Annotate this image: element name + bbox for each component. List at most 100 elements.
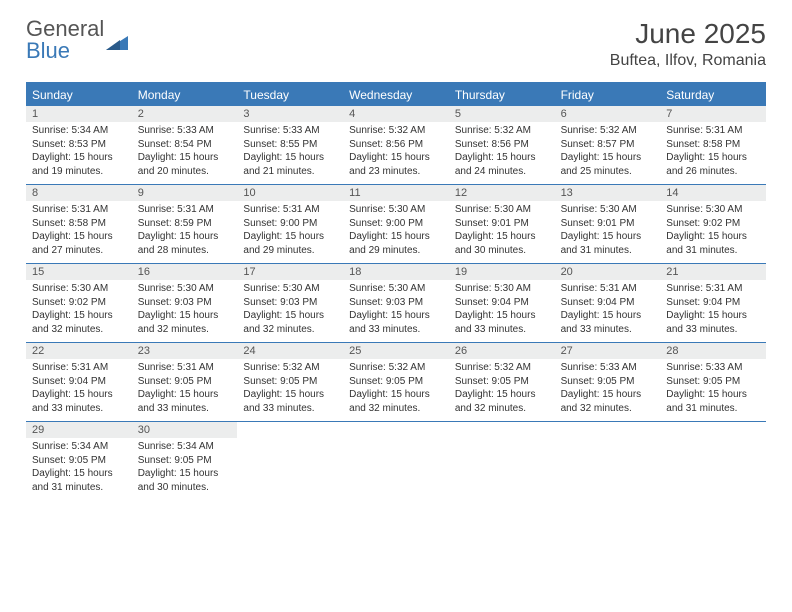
day-cell: 30Sunrise: 5:34 AMSunset: 9:05 PMDayligh… — [132, 422, 238, 500]
day-line-d1: Daylight: 15 hours — [561, 309, 655, 323]
day-line-d2: and 32 minutes. — [138, 323, 232, 337]
day-line-d1: Daylight: 15 hours — [243, 309, 337, 323]
day-cell: 16Sunrise: 5:30 AMSunset: 9:03 PMDayligh… — [132, 264, 238, 342]
title-block: June 2025 Buftea, Ilfov, Romania — [610, 18, 766, 70]
day-line-d1: Daylight: 15 hours — [349, 151, 443, 165]
day-line-sunrise: Sunrise: 5:31 AM — [32, 203, 126, 217]
week-row: 29Sunrise: 5:34 AMSunset: 9:05 PMDayligh… — [26, 422, 766, 500]
day-line-d1: Daylight: 15 hours — [138, 230, 232, 244]
day-number: 24 — [237, 343, 343, 359]
weekday-head: Saturday — [660, 84, 766, 106]
day-line-sunset: Sunset: 9:05 PM — [666, 375, 760, 389]
week-row: 8Sunrise: 5:31 AMSunset: 8:58 PMDaylight… — [26, 185, 766, 264]
logo-triangle-icon — [106, 32, 128, 48]
day-line-sunrise: Sunrise: 5:31 AM — [138, 361, 232, 375]
day-line-d2: and 32 minutes. — [455, 402, 549, 416]
day-line-sunrise: Sunrise: 5:32 AM — [243, 361, 337, 375]
day-details: Sunrise: 5:30 AMSunset: 9:01 PMDaylight:… — [555, 201, 661, 261]
day-line-sunset: Sunset: 8:58 PM — [32, 217, 126, 231]
day-line-d1: Daylight: 15 hours — [561, 388, 655, 402]
weekday-head: Friday — [555, 84, 661, 106]
day-number: 6 — [555, 106, 661, 122]
day-line-sunrise: Sunrise: 5:30 AM — [561, 203, 655, 217]
day-cell: 29Sunrise: 5:34 AMSunset: 9:05 PMDayligh… — [26, 422, 132, 500]
day-line-sunset: Sunset: 8:59 PM — [138, 217, 232, 231]
day-number: 8 — [26, 185, 132, 201]
day-cell: 22Sunrise: 5:31 AMSunset: 9:04 PMDayligh… — [26, 343, 132, 421]
day-details: Sunrise: 5:32 AMSunset: 8:57 PMDaylight:… — [555, 122, 661, 182]
day-line-d1: Daylight: 15 hours — [561, 230, 655, 244]
day-line-sunset: Sunset: 9:05 PM — [349, 375, 443, 389]
day-line-sunset: Sunset: 9:02 PM — [666, 217, 760, 231]
day-line-d2: and 26 minutes. — [666, 165, 760, 179]
weekday-head: Thursday — [449, 84, 555, 106]
day-line-d2: and 30 minutes. — [455, 244, 549, 258]
day-cell: 2Sunrise: 5:33 AMSunset: 8:54 PMDaylight… — [132, 106, 238, 184]
day-line-sunset: Sunset: 9:05 PM — [138, 375, 232, 389]
day-cell: 7Sunrise: 5:31 AMSunset: 8:58 PMDaylight… — [660, 106, 766, 184]
day-cell: 13Sunrise: 5:30 AMSunset: 9:01 PMDayligh… — [555, 185, 661, 263]
day-line-sunrise: Sunrise: 5:30 AM — [138, 282, 232, 296]
day-line-d1: Daylight: 15 hours — [349, 309, 443, 323]
day-line-d2: and 29 minutes. — [349, 244, 443, 258]
day-cell: 19Sunrise: 5:30 AMSunset: 9:04 PMDayligh… — [449, 264, 555, 342]
day-number: 2 — [132, 106, 238, 122]
day-number: 5 — [449, 106, 555, 122]
day-cell: 20Sunrise: 5:31 AMSunset: 9:04 PMDayligh… — [555, 264, 661, 342]
day-number: 30 — [132, 422, 238, 438]
day-number: 13 — [555, 185, 661, 201]
day-line-d2: and 23 minutes. — [349, 165, 443, 179]
day-number: 7 — [660, 106, 766, 122]
day-line-d1: Daylight: 15 hours — [138, 467, 232, 481]
day-details: Sunrise: 5:30 AMSunset: 9:04 PMDaylight:… — [449, 280, 555, 340]
day-details: Sunrise: 5:32 AMSunset: 9:05 PMDaylight:… — [449, 359, 555, 419]
day-cell: 8 Sunrise: 5:31 AMSunset: 8:58 PMDaylight… — [26, 185, 132, 263]
day-line-sunset: Sunset: 9:04 PM — [666, 296, 760, 310]
day-line-sunset: Sunset: 9:03 PM — [138, 296, 232, 310]
day-details: Sunrise: 5:30 AMSunset: 9:02 PMDaylight:… — [26, 280, 132, 340]
day-details: Sunrise: 5:31 AMSunset: 8:59 PMDaylight:… — [132, 201, 238, 261]
day-line-sunrise: Sunrise: 5:31 AM — [666, 282, 760, 296]
logo-word2: Blue — [26, 38, 70, 63]
day-number: 22 — [26, 343, 132, 359]
day-line-sunrise: Sunrise: 5:31 AM — [32, 361, 126, 375]
day-line-d2: and 31 minutes. — [666, 244, 760, 258]
day-number: 4 — [343, 106, 449, 122]
day-number: 27 — [555, 343, 661, 359]
weekday-head: Sunday — [26, 84, 132, 106]
day-details: Sunrise: 5:33 AMSunset: 9:05 PMDaylight:… — [660, 359, 766, 419]
day-line-d2: and 25 minutes. — [561, 165, 655, 179]
day-line-sunrise: Sunrise: 5:30 AM — [455, 282, 549, 296]
day-cell: 4Sunrise: 5:32 AMSunset: 8:56 PMDaylight… — [343, 106, 449, 184]
day-line-sunrise: Sunrise: 5:34 AM — [138, 440, 232, 454]
day-line-sunrise: Sunrise: 5:34 AM — [32, 124, 126, 138]
day-line-sunrise: Sunrise: 5:32 AM — [455, 361, 549, 375]
day-details: Sunrise: 5:34 AMSunset: 9:05 PMDaylight:… — [132, 438, 238, 498]
day-cell: 5Sunrise: 5:32 AMSunset: 8:56 PMDaylight… — [449, 106, 555, 184]
day-line-d1: Daylight: 15 hours — [349, 230, 443, 244]
week-row: 15Sunrise: 5:30 AMSunset: 9:02 PMDayligh… — [26, 264, 766, 343]
day-line-sunset: Sunset: 9:01 PM — [455, 217, 549, 231]
day-cell: 17Sunrise: 5:30 AMSunset: 9:03 PMDayligh… — [237, 264, 343, 342]
week-row: 22Sunrise: 5:31 AMSunset: 9:04 PMDayligh… — [26, 343, 766, 422]
day-line-sunrise: Sunrise: 5:34 AM — [32, 440, 126, 454]
day-line-sunset: Sunset: 9:04 PM — [455, 296, 549, 310]
day-cell: 14Sunrise: 5:30 AMSunset: 9:02 PMDayligh… — [660, 185, 766, 263]
day-cell: 10Sunrise: 5:31 AMSunset: 9:00 PMDayligh… — [237, 185, 343, 263]
day-cell: 3Sunrise: 5:33 AMSunset: 8:55 PMDaylight… — [237, 106, 343, 184]
day-line-sunset: Sunset: 8:56 PM — [349, 138, 443, 152]
day-number: 19 — [449, 264, 555, 280]
day-number: 18 — [343, 264, 449, 280]
day-cell — [660, 422, 766, 500]
day-number: 26 — [449, 343, 555, 359]
day-line-sunset: Sunset: 9:05 PM — [243, 375, 337, 389]
day-line-d1: Daylight: 15 hours — [32, 230, 126, 244]
week-row: 1Sunrise: 5:34 AMSunset: 8:53 PMDaylight… — [26, 106, 766, 185]
day-line-d1: Daylight: 15 hours — [455, 230, 549, 244]
page-header: General Blue June 2025 Buftea, Ilfov, Ro… — [26, 18, 766, 70]
day-cell: 24Sunrise: 5:32 AMSunset: 9:05 PMDayligh… — [237, 343, 343, 421]
day-line-d1: Daylight: 15 hours — [561, 151, 655, 165]
day-line-d2: and 33 minutes. — [243, 402, 337, 416]
day-cell — [343, 422, 449, 500]
day-line-d2: and 33 minutes. — [32, 402, 126, 416]
